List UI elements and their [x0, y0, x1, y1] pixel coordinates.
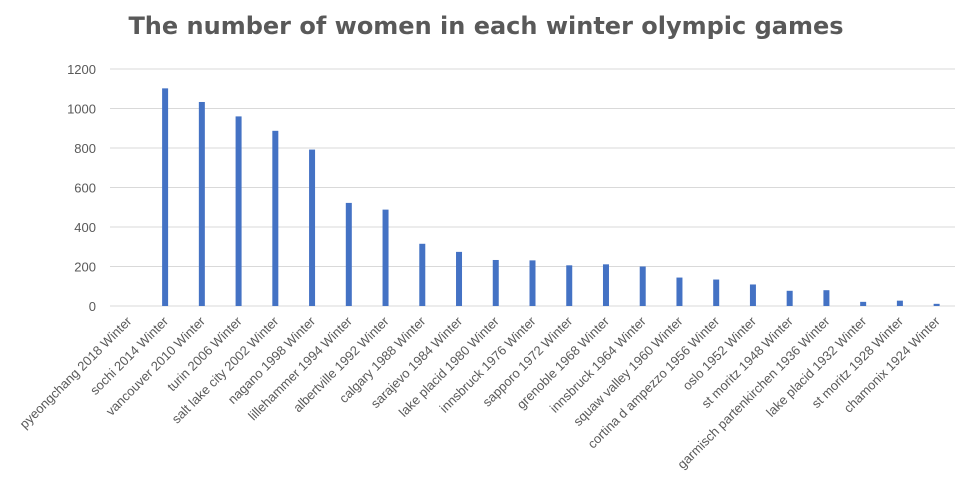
bar	[860, 301, 867, 306]
bar	[529, 260, 536, 306]
bar	[198, 101, 205, 306]
bar	[933, 303, 940, 306]
y-tick-label: 1000	[67, 102, 96, 117]
y-tick-label: 1200	[67, 62, 96, 77]
bar	[272, 130, 279, 306]
bar	[676, 277, 683, 306]
bar	[456, 251, 463, 306]
bar	[492, 259, 499, 306]
bar	[749, 284, 756, 306]
y-tick-label: 400	[74, 220, 96, 235]
bar	[162, 88, 169, 306]
y-tick-label: 200	[74, 260, 96, 275]
bar	[823, 290, 830, 306]
bar	[786, 290, 793, 306]
bar	[419, 243, 426, 306]
y-tick-label: 0	[89, 299, 96, 314]
chart-title: The number of women in each winter olymp…	[128, 12, 844, 40]
bar	[639, 266, 646, 306]
bar	[566, 265, 573, 306]
y-tick-label: 600	[74, 181, 96, 196]
bar	[713, 279, 720, 306]
bar	[602, 264, 609, 306]
bar	[896, 300, 903, 306]
y-tick-label: 800	[74, 141, 96, 156]
bar	[235, 116, 242, 307]
bar	[382, 209, 389, 306]
bar	[309, 149, 316, 306]
bar	[345, 202, 352, 306]
